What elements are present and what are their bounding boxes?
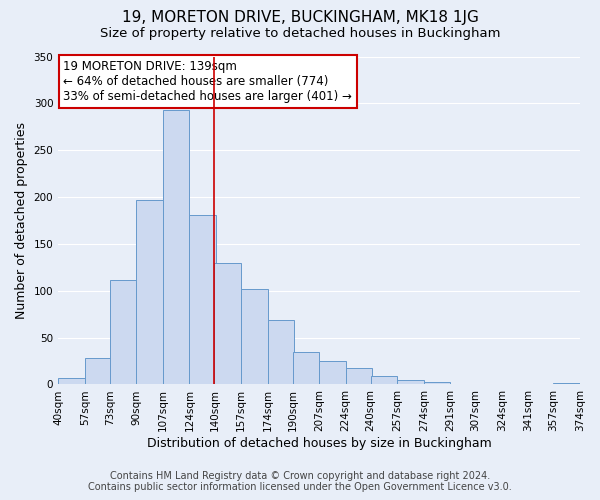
Bar <box>293 352 319 384</box>
Bar <box>190 215 216 384</box>
Bar <box>58 378 85 384</box>
Y-axis label: Number of detached properties: Number of detached properties <box>15 122 28 319</box>
Bar <box>110 280 136 384</box>
Bar <box>371 376 397 384</box>
Bar <box>85 358 111 384</box>
Bar <box>397 380 424 384</box>
X-axis label: Distribution of detached houses by size in Buckingham: Distribution of detached houses by size … <box>147 437 491 450</box>
Bar <box>553 382 580 384</box>
Bar <box>268 320 294 384</box>
Bar <box>319 361 346 384</box>
Text: 19 MORETON DRIVE: 139sqm
← 64% of detached houses are smaller (774)
33% of semi-: 19 MORETON DRIVE: 139sqm ← 64% of detach… <box>64 60 352 103</box>
Bar <box>136 200 163 384</box>
Bar <box>214 262 241 384</box>
Text: Contains HM Land Registry data © Crown copyright and database right 2024.
Contai: Contains HM Land Registry data © Crown c… <box>88 471 512 492</box>
Bar <box>424 382 451 384</box>
Bar <box>346 368 372 384</box>
Text: Size of property relative to detached houses in Buckingham: Size of property relative to detached ho… <box>100 28 500 40</box>
Bar <box>163 110 190 384</box>
Text: 19, MORETON DRIVE, BUCKINGHAM, MK18 1JG: 19, MORETON DRIVE, BUCKINGHAM, MK18 1JG <box>122 10 478 25</box>
Bar <box>241 289 268 384</box>
